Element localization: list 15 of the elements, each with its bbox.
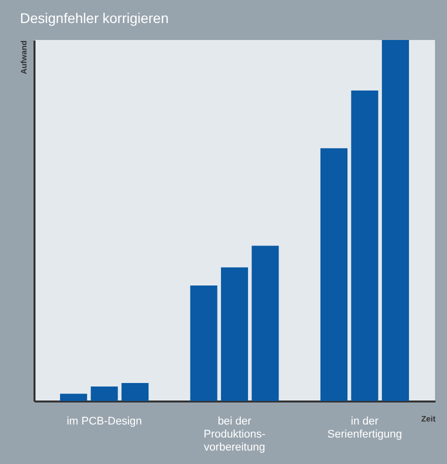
chart-title: Designfehler korrigieren [20, 10, 169, 26]
y-axis-title: Aufwand [20, 40, 28, 74]
bar [320, 148, 348, 401]
bar [90, 386, 118, 401]
x-axis-title: Zeit [421, 414, 436, 424]
bar [382, 40, 409, 401]
bar [220, 267, 248, 401]
bar [252, 246, 279, 401]
bar [351, 90, 378, 401]
x-tick-label: bei der Produktions- vorbereitung [204, 416, 266, 454]
x-tick-label: im PCB-Design [66, 416, 142, 428]
bar [190, 285, 218, 401]
x-tick-label: in der Serienfertigung [327, 416, 402, 440]
bar [60, 394, 88, 401]
bar [122, 382, 149, 401]
